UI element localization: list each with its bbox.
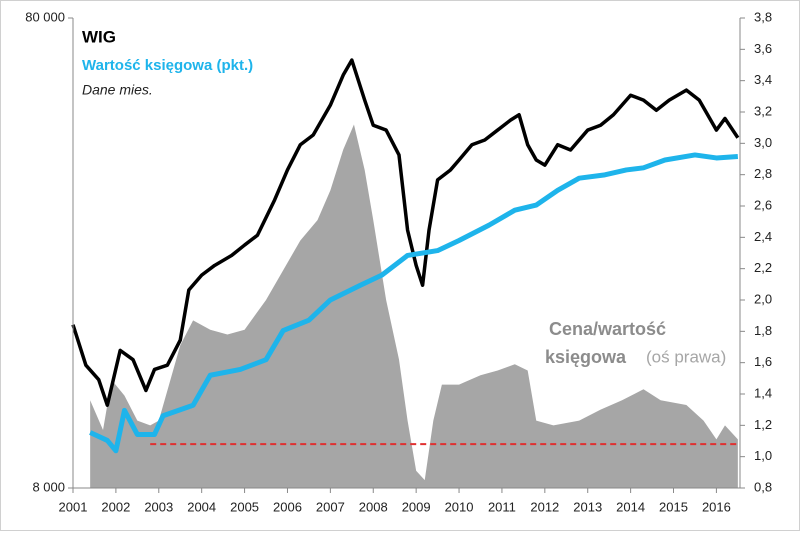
plot: 2001 2002 2003 2004 2005 2006 2007 2008 2009 2010…	[25, 9, 772, 514]
x-tick-label: 2013	[573, 499, 602, 514]
legend-wig: WIG	[82, 27, 116, 46]
y2-tick-label: 1,4	[754, 385, 772, 400]
area	[90, 124, 738, 489]
x-tick-label: 2002	[101, 499, 130, 514]
y2-tick-label: 3,8	[754, 9, 772, 24]
y2-tick-label: 3,2	[754, 103, 772, 118]
y2-tick-label: 3,4	[754, 72, 772, 87]
y2-tick-label: 3,6	[754, 41, 772, 56]
x-tick-label: 2004	[187, 499, 216, 514]
y2-tick-label: 0,8	[754, 479, 772, 494]
x-tick-label: 2015	[659, 499, 688, 514]
y-tick-label: 80 000	[25, 9, 65, 24]
y2-tick-label: 1,2	[754, 417, 772, 432]
x-tick-label: 2008	[359, 499, 388, 514]
y2-tick-label: 2,0	[754, 291, 772, 306]
area-label: (oś prawa)	[646, 347, 726, 366]
y2-tick-label: 3,0	[754, 135, 772, 150]
x-tick-label: 2009	[402, 499, 431, 514]
line	[71, 58, 740, 407]
x-tick-label: 2001	[59, 499, 88, 514]
x-tick-label: 2006	[273, 499, 302, 514]
y2-tick-label: 2,4	[754, 229, 772, 244]
area-label: Cena/wartość	[549, 319, 666, 339]
x-tick-label: 2007	[316, 499, 345, 514]
y2-tick-label: 2,8	[754, 166, 772, 181]
x-tick-label: 2003	[144, 499, 173, 514]
x-tick-label: 2014	[616, 499, 645, 514]
y2-tick-label: 1,6	[754, 354, 772, 369]
x-tick-label: 2016	[702, 499, 731, 514]
line	[89, 152, 739, 454]
area-label: księgowa	[545, 347, 627, 367]
x-tick-label: 2011	[488, 499, 516, 514]
x-tick-label: 2010	[445, 499, 474, 514]
x-tick-label: 2012	[530, 499, 559, 514]
y2-tick-label: 2,2	[754, 260, 772, 275]
y-tick-label: 8 000	[32, 479, 65, 494]
y2-tick-label: 1,8	[754, 323, 772, 338]
y2-tick-label: 2,6	[754, 197, 772, 212]
legend-book: Wartość księgowa (pkt.)	[82, 57, 253, 74]
x-tick-label: 2005	[230, 499, 259, 514]
y2-tick-label: 1,0	[754, 448, 772, 463]
note: Dane mies.	[82, 82, 153, 98]
